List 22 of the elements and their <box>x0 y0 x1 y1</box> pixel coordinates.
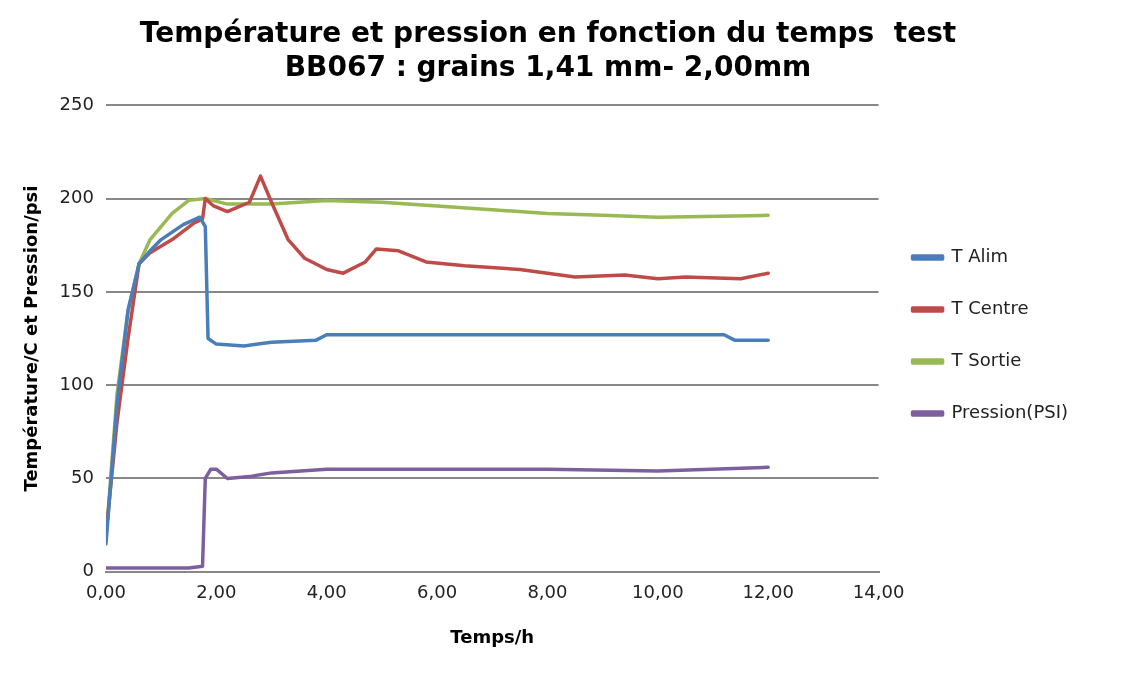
y-tick-label: 250 <box>59 92 94 114</box>
legend-label: T Alim <box>950 245 1009 267</box>
y-tick-label: 0 <box>82 559 94 581</box>
x-tick-label: 6,00 <box>417 581 458 603</box>
x-axis-title: Temps/h <box>450 625 535 647</box>
x-tick-label: 2,00 <box>196 581 237 603</box>
y-tick-label: 200 <box>59 186 94 208</box>
y-axis-title: Température/C et Pression/psi <box>20 185 42 492</box>
y-tick-label: 150 <box>59 279 94 301</box>
y-tick-label: 100 <box>59 372 94 394</box>
x-tick-label: 4,00 <box>306 581 347 603</box>
x-tick-label: 0,00 <box>85 581 126 603</box>
text: BB067 : grains 1,41 mm- 2,00mm <box>284 49 812 83</box>
x-tick-label: 10,00 <box>632 581 684 603</box>
x-tick-label: 12,00 <box>742 581 794 603</box>
legend-label: Pression(PSI) <box>951 401 1069 423</box>
x-tick-label: 14,00 <box>852 581 905 603</box>
text: Température et pression en fonction du temps test <box>139 16 957 50</box>
y-tick-label: 50 <box>71 466 94 488</box>
legend-label: T Centre <box>950 297 1029 319</box>
x-tick-label: 8,00 <box>527 581 568 603</box>
legend-label: T Sortie <box>950 349 1022 371</box>
